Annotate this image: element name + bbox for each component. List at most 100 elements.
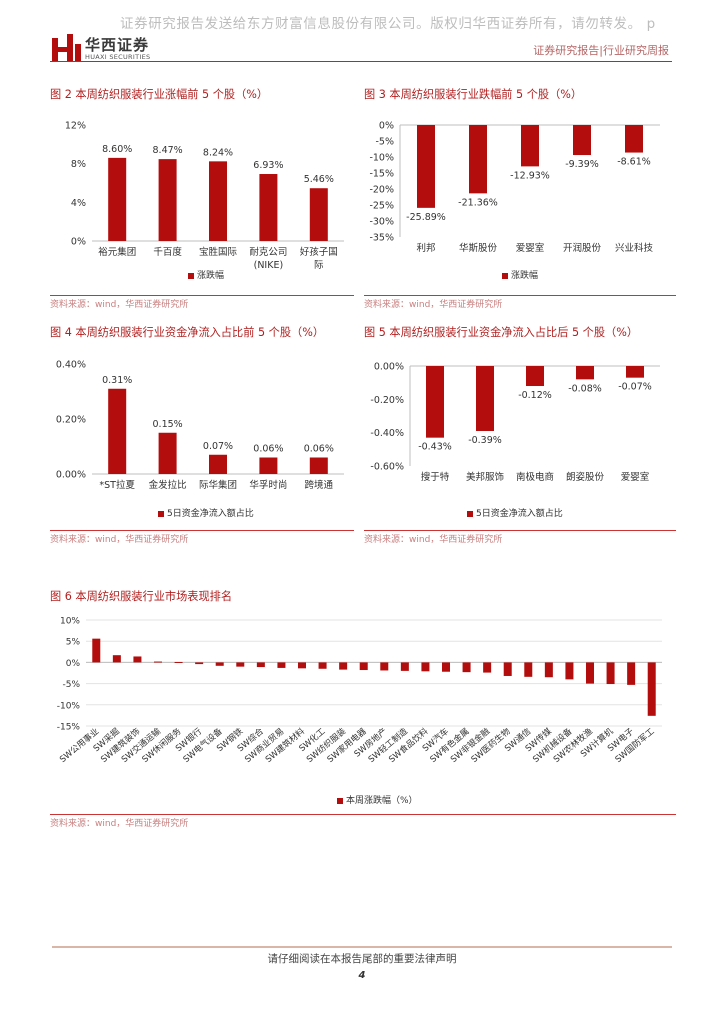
fig5-legend: 5日资金净流入额占比 xyxy=(467,506,563,519)
fig4-tick-label: 0.40% xyxy=(56,360,86,371)
fig4-category-label: *ST拉夏 xyxy=(99,479,135,491)
legend-swatch xyxy=(337,797,343,804)
fig5-tick-label: 0.00% xyxy=(374,362,404,373)
fig4-bar xyxy=(108,388,127,474)
logo-text: 华西证券 xyxy=(85,36,150,54)
fig4-title: 图 4 本周纺织服装行业资金净流入占比前 5 个股（%） xyxy=(50,326,325,339)
legend-swatch xyxy=(188,272,194,279)
fig6-bar xyxy=(627,662,636,685)
fig3-data-label: -21.36% xyxy=(458,197,498,208)
fig5-tick-label: -0.60% xyxy=(370,462,404,473)
fig4-legend-label: 5日资金净流入额占比 xyxy=(167,509,254,519)
fig5-bar xyxy=(526,366,544,386)
fig2-title: 图 2 本周纺织服装行业涨幅前 5 个股（%） xyxy=(50,88,269,101)
fig3-bar xyxy=(625,125,643,153)
fig5-category-label: 南极电商 xyxy=(516,471,554,483)
fig6-bar xyxy=(565,662,574,680)
fig3-tick-label: -30% xyxy=(369,217,394,228)
fig6-bar xyxy=(544,662,553,678)
fig2-legend: 涨跌幅 xyxy=(188,268,224,281)
fig3-legend-label: 涨跌幅 xyxy=(511,271,539,281)
fig2-bar xyxy=(259,174,278,241)
fig3-title: 图 3 本周纺织服装行业跌幅前 5 个股（%） xyxy=(364,88,583,101)
fig6-legend: 本周涨跌幅（%） xyxy=(337,793,418,806)
fig2-bar xyxy=(158,159,177,241)
fig4-category-label: 际华集团 xyxy=(199,479,237,491)
fig5-category-label: 搜于特 xyxy=(421,471,450,483)
fig3-source-line xyxy=(364,295,676,296)
fig2-tick-label: 0% xyxy=(71,237,86,248)
fig2-category-label: 好孩子国 xyxy=(300,246,338,258)
fig4-tick-label: 0.20% xyxy=(56,415,86,426)
fig6-bar xyxy=(380,662,389,671)
fig2-bar xyxy=(209,161,227,241)
fig3-tick-label: -15% xyxy=(369,169,394,180)
fig3-bar xyxy=(521,125,539,167)
fig6-bar xyxy=(277,662,286,668)
fig6-bar xyxy=(298,662,306,669)
fig4-bar xyxy=(158,432,177,474)
fig3-category-label: 兴业科技 xyxy=(615,242,654,254)
fig5-bar xyxy=(476,366,494,431)
fig4-category-label: 金发拉比 xyxy=(149,479,187,491)
fig4-category-label: 跨境通 xyxy=(305,479,334,491)
fig5-data-label: -0.07% xyxy=(618,382,652,393)
fig5-category-label: 爱婴室 xyxy=(621,471,650,483)
fig5-source: 资料来源：wind，华西证券研究所 xyxy=(364,535,503,545)
fig6-chart: 10% 5% 0% -5% -10% -15% SW公用事业 SW采掘 SW建筑装饰 SW交通运输… xyxy=(50,608,676,812)
fig6-bar xyxy=(400,662,409,671)
fig2-legend-label: 涨跌幅 xyxy=(197,271,225,281)
fig3-bar xyxy=(573,125,591,156)
fig6-tick-label: -5% xyxy=(62,680,80,690)
fig6-bar xyxy=(236,662,245,667)
fig3-data-label: -8.61% xyxy=(617,157,651,168)
fig6-bar xyxy=(442,662,450,672)
fig3-category-label: 利邦 xyxy=(416,242,436,254)
fig3-category-label: 华斯股份 xyxy=(459,242,498,254)
fig2-data-label: 8.47% xyxy=(153,145,183,156)
fig2-source-line xyxy=(50,295,354,296)
fig3-category-label: 爱婴室 xyxy=(516,242,545,254)
fig6-tick-label: -10% xyxy=(57,701,81,711)
fig5-bar xyxy=(626,366,644,378)
watermark: 证券研究报告发送给东方财富信息股份有限公司。版权归华西证券所有，请勿转发。 p xyxy=(120,16,656,32)
fig6-tick-label: -15% xyxy=(57,723,81,733)
fig4-category-label: 华孚时尚 xyxy=(249,479,287,491)
fig5-data-label: -0.43% xyxy=(418,442,452,453)
fig6-bar xyxy=(339,662,348,670)
fig4-legend: 5日资金净流入额占比 xyxy=(158,506,254,519)
page-number: 4 xyxy=(358,970,366,981)
fig2-category-label: 耐克公司 xyxy=(249,246,287,258)
fig6-bar xyxy=(647,662,656,716)
fig4-bar xyxy=(309,457,328,474)
fig6-source: 资料来源：wind，华西证券研究所 xyxy=(50,819,189,829)
legend-swatch xyxy=(467,510,473,517)
fig6-bar xyxy=(133,656,142,663)
fig5-data-label: -0.08% xyxy=(568,383,602,394)
fig3-category-label: 开润股份 xyxy=(563,242,602,254)
fig3-chart: 0% -5% -10% -15% -20% -25% -30% -35% -25.89% 利邦 -2… xyxy=(364,107,676,293)
fig6-bar xyxy=(462,662,471,673)
fig6-bar xyxy=(586,662,594,684)
fig3-bar xyxy=(469,125,487,194)
fig4-data-label: 0.07% xyxy=(203,441,233,452)
fig5-data-label: -0.12% xyxy=(518,390,552,401)
fig3-data-label: -12.93% xyxy=(510,170,550,181)
fig6-bar xyxy=(92,638,101,663)
fig2-data-label: 8.60% xyxy=(102,144,132,155)
fig6-bar xyxy=(215,662,224,666)
fig3-tick-label: 0% xyxy=(379,121,394,132)
fig2-tick-label: 12% xyxy=(65,121,86,132)
fig5-title: 图 5 本周纺织服装行业资金净流入占比后 5 个股（%） xyxy=(364,326,639,339)
legend-swatch xyxy=(158,510,164,517)
fig5-bar xyxy=(426,366,444,438)
fig4-bar xyxy=(259,457,278,474)
fig2-tick-label: 4% xyxy=(71,198,86,209)
fig6-bar xyxy=(503,662,512,676)
footer-divider xyxy=(52,946,672,948)
fig2-category-label: 宝胜国际 xyxy=(199,246,238,258)
fig5-legend-label: 5日资金净流入额占比 xyxy=(476,509,563,519)
fig3-tick-label: -10% xyxy=(369,153,394,164)
fig4-chart: 0.00% 0.20% 0.40% 0.31% *ST拉夏 0.15% 金发拉比 0.07% 际… xyxy=(50,346,354,528)
fig2-bar xyxy=(108,157,127,241)
